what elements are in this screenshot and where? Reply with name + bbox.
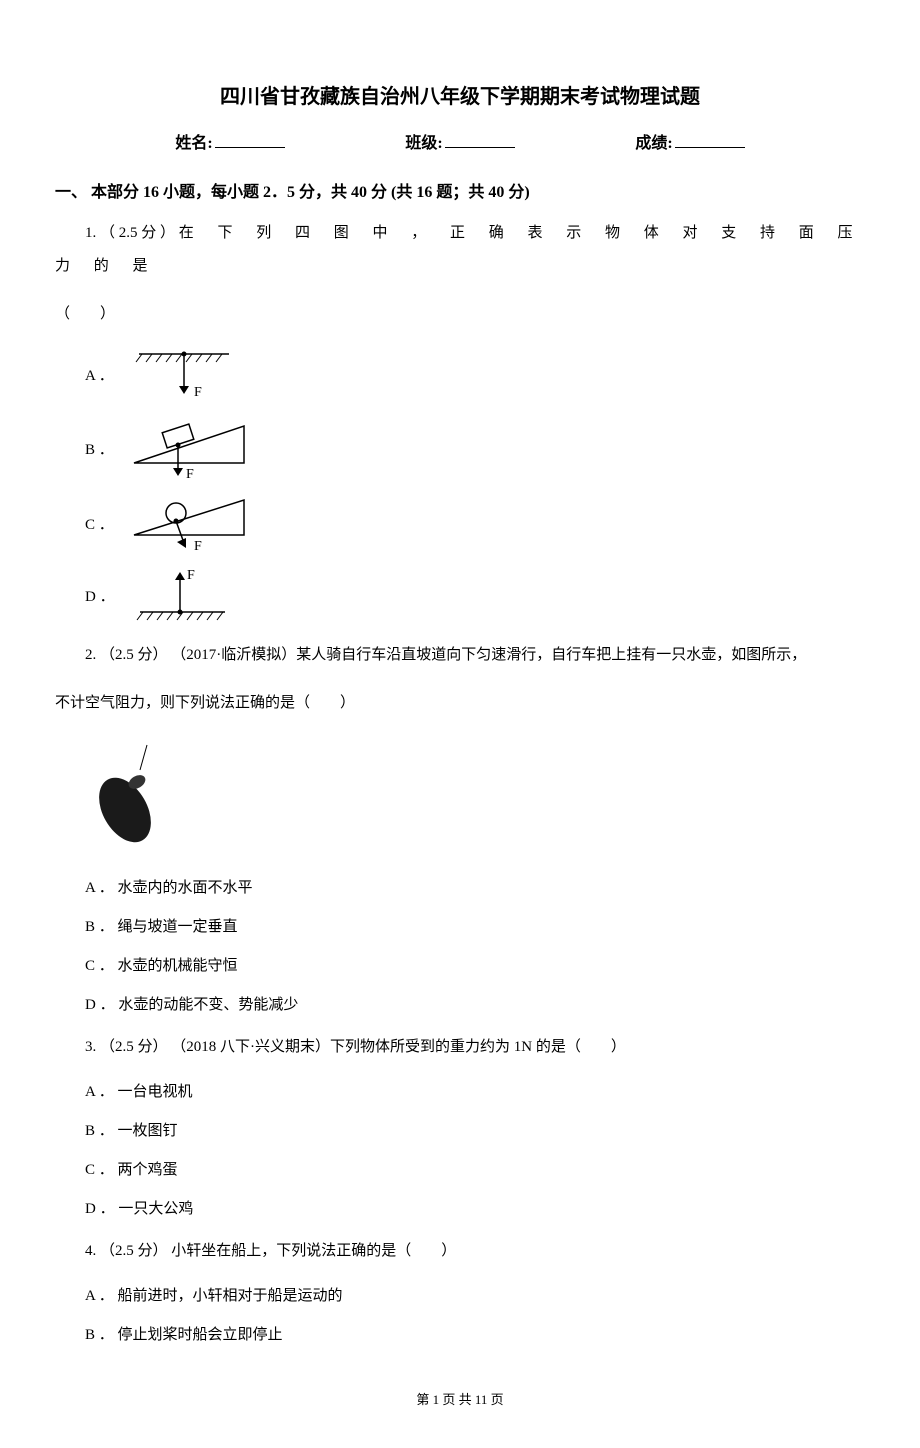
- q1-paren: （ ）: [55, 298, 865, 331]
- q3-options: A ． 一台电视机 B ． 一枚图钉 C ． 两个鸡蛋 D ． 一只大公鸡: [55, 1079, 865, 1223]
- q2-option-a: A ． 水壶内的水面不水平: [85, 875, 865, 902]
- student-info-row: 姓名: 班级: 成绩:: [55, 129, 865, 153]
- question-3: 3. （2.5 分） （2018 八下·兴义期末）下列物体所受到的重力约为 1N…: [55, 1031, 865, 1064]
- q1-opt-b-label: B ．: [85, 437, 114, 464]
- svg-text:F: F: [186, 467, 194, 482]
- question-4: 4. （2.5 分） 小轩坐在船上，下列说法正确的是（ ）: [55, 1235, 865, 1268]
- q4-options: A ． 船前进时，小轩相对于船是运动的 B ． 停止划桨时船会立即停止: [55, 1283, 865, 1349]
- q1-diagram-b: F: [124, 418, 254, 483]
- score-label: 成绩:: [635, 129, 672, 153]
- q3-option-a: A ． 一台电视机: [85, 1079, 865, 1106]
- question-2: 2. （2.5 分） （2017·临沂模拟）某人骑自行车沿直坡道向下匀速滑行，自…: [55, 639, 865, 672]
- class-field: 班级:: [405, 129, 514, 153]
- q1-option-c: C ． F: [85, 495, 865, 555]
- score-field: 成绩:: [635, 129, 744, 153]
- q1-option-a: A ． F: [85, 346, 865, 406]
- exam-title: 四川省甘孜藏族自治州八年级下学期期末考试物理试题: [55, 80, 865, 109]
- q4-option-b: B ． 停止划桨时船会立即停止: [85, 1322, 865, 1349]
- q1-option-d: D ． F: [85, 567, 865, 627]
- q1-option-b: B ． F: [85, 418, 865, 483]
- q1-diagram-a: F: [124, 346, 234, 406]
- q2-option-b: B ． 绳与坡道一定垂直: [85, 914, 865, 941]
- svg-text:F: F: [187, 568, 195, 583]
- q1-opt-c-label: C ．: [85, 512, 114, 539]
- question-1: 1. （ 2.5 分 ） 在 下 列 四 图 中 ， 正 确 表 示 物 体 对…: [55, 217, 865, 283]
- svg-text:F: F: [194, 539, 202, 554]
- q1-diagram-d: F: [125, 567, 235, 627]
- class-blank: [445, 147, 515, 148]
- svg-text:F: F: [194, 385, 202, 400]
- name-field: 姓名:: [175, 129, 284, 153]
- section-header: 一、 本部分 16 小题，每小题 2．5 分，共 40 分 (共 16 题；共 …: [55, 178, 865, 202]
- q3-option-c: C ． 两个鸡蛋: [85, 1157, 865, 1184]
- q4-option-a: A ． 船前进时，小轩相对于船是运动的: [85, 1283, 865, 1310]
- score-blank: [675, 147, 745, 148]
- q2-text-line2: 不计空气阻力，则下列说法正确的是（ ）: [55, 687, 865, 720]
- q2-text-line1: 2. （2.5 分） （2017·临沂模拟）某人骑自行车沿直坡道向下匀速滑行，自…: [85, 647, 806, 663]
- q1-options: A ． F B ．: [55, 346, 865, 627]
- q1-opt-a-label: A ．: [85, 363, 114, 390]
- q2-option-c: C ． 水壶的机械能守恒: [85, 953, 865, 980]
- q2-options: A ． 水壶内的水面不水平 B ． 绳与坡道一定垂直 C ． 水壶的机械能守恒 …: [55, 875, 865, 1019]
- page-footer: 第 1 页 共 11 页: [55, 1389, 865, 1408]
- q1-opt-d-label: D ．: [85, 584, 115, 611]
- q3-option-b: B ． 一枚图钉: [85, 1118, 865, 1145]
- class-label: 班级:: [405, 129, 442, 153]
- q2-option-d: D ． 水壶的动能不变、势能减少: [85, 992, 865, 1019]
- q1-diagram-c: F: [124, 495, 254, 555]
- q1-prefix: 1. （ 2.5 分 ）: [85, 225, 179, 241]
- q3-option-d: D ． 一只大公鸡: [85, 1196, 865, 1223]
- q2-kettle-image: [85, 740, 865, 855]
- name-blank: [215, 147, 285, 148]
- name-label: 姓名:: [175, 129, 212, 153]
